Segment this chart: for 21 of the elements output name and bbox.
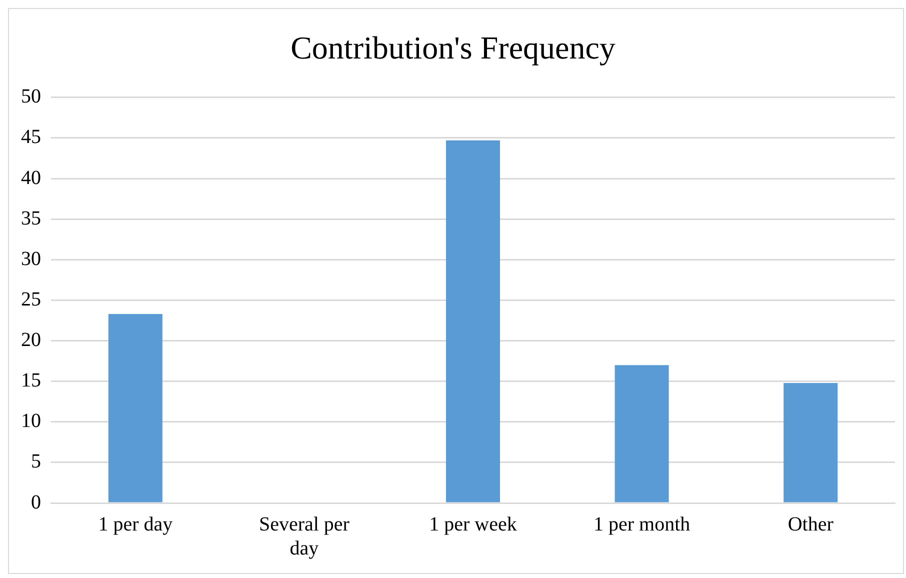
bar [784,382,838,502]
x-tick-label: 1 per month [593,513,690,536]
x-tick-label: Other [788,513,834,536]
y-tick-label: 35 [21,207,41,230]
bar [108,314,162,502]
y-tick-label: 45 [21,126,41,148]
x-tick-label: 1 per week [429,513,517,536]
y-tick-label: 10 [21,410,41,432]
y-tick-label: 0 [31,491,41,514]
y-tick-label: 40 [21,166,41,189]
y-tick-label: 20 [21,329,41,352]
chart-title: Contribution's Frequency [290,30,616,66]
y-tick-label: 25 [21,288,41,310]
x-tick-label: 1 per day [98,513,173,536]
y-tick-label: 5 [31,450,41,473]
bar [446,140,500,502]
y-tick-label: 30 [21,248,41,270]
bar [614,365,669,502]
x-tick-label: Several per day [258,513,350,560]
y-tick-label: 50 [21,86,41,108]
y-tick-label: 15 [21,370,41,392]
